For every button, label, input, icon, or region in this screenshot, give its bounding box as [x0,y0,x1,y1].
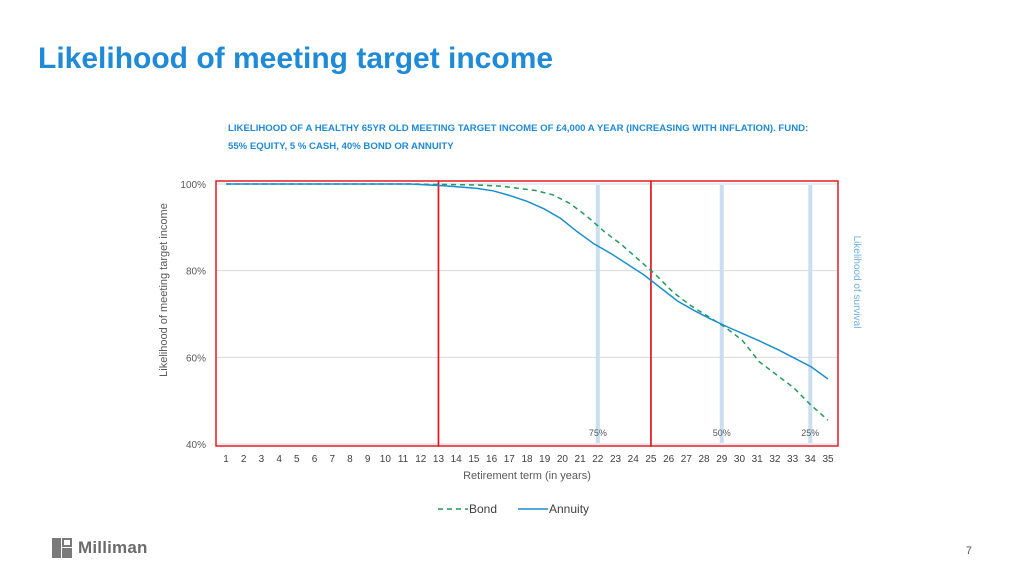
x-tick-label: 25 [645,454,657,465]
x-tick-label: 29 [716,454,728,465]
x-tick-label: 24 [628,454,640,465]
page-number: 7 [965,545,972,557]
x-tick-label: 19 [539,454,551,465]
chart-title: LIKELIHOOD OF A HEALTHY 65YR OLD MEETING… [228,123,809,152]
x-tick-label: 17 [504,454,516,465]
x-tick-label: 31 [752,454,764,465]
y-tick-label: 80% [186,267,206,278]
slide-title: Likelihood of meeting target income [38,42,554,75]
x-tick-label: 6 [312,454,318,465]
y-tick-label: 40% [186,440,206,451]
highlight-box [215,180,440,447]
x-axis-label: Retirement term (in years) [463,470,591,482]
x-tick-label: 34 [805,454,817,465]
x-tick-label: 13 [433,454,445,465]
y2-axis-label: Likelihood of survival [851,236,862,329]
x-tick-label: 21 [575,454,587,465]
x-tick-label: 28 [698,454,710,465]
survival-marker-bar [808,185,813,443]
x-tick-label: 33 [787,454,799,465]
y-axis-label: Likelihood of meeting target income [158,203,170,377]
x-tick-label: 4 [276,454,282,465]
x-tick-label: 7 [329,454,335,465]
survival-marker-label: 75% [589,428,607,438]
survival-marker-bar [595,185,600,443]
series-line-annuity [226,183,829,380]
series-line-bond [226,183,829,421]
y-tick-label: 60% [186,353,206,364]
x-tick-label: 9 [365,454,371,465]
milliman-logo-icon [52,538,72,558]
x-tick-label: 2 [241,454,247,465]
x-tick-label: 20 [557,454,569,465]
legend-label-bond: Bond [469,502,497,516]
x-tick-label: 27 [681,454,693,465]
x-tick-label: 12 [415,454,427,465]
x-tick-label: 14 [451,454,463,465]
x-tick-label: 18 [521,454,533,465]
x-tick-label: 32 [769,454,781,465]
x-tick-label: 15 [468,454,480,465]
survival-marker-bar [719,185,724,443]
x-tick-label: 1 [223,454,229,465]
x-tick-label: 10 [380,454,392,465]
x-tick-label: 23 [610,454,622,465]
survival-marker-label: 50% [713,428,731,438]
logo-text: Milliman [78,538,148,557]
x-tick-label: 11 [398,454,409,465]
highlight-box [437,180,652,447]
highlight-box [650,180,839,447]
x-tick-label: 8 [347,454,353,465]
legend-label-annuity: Annuity [549,502,589,516]
survival-marker-label: 25% [801,428,819,438]
x-tick-label: 22 [592,454,604,465]
x-tick-label: 26 [663,454,675,465]
x-tick-label: 30 [734,454,746,465]
x-tick-label: 5 [294,454,300,465]
x-tick-label: 16 [486,454,498,465]
x-tick-label: 3 [259,454,265,465]
milliman-logo: Milliman [52,537,148,559]
x-tick-label: 35 [822,454,834,465]
y-tick-label: 100% [180,180,206,191]
